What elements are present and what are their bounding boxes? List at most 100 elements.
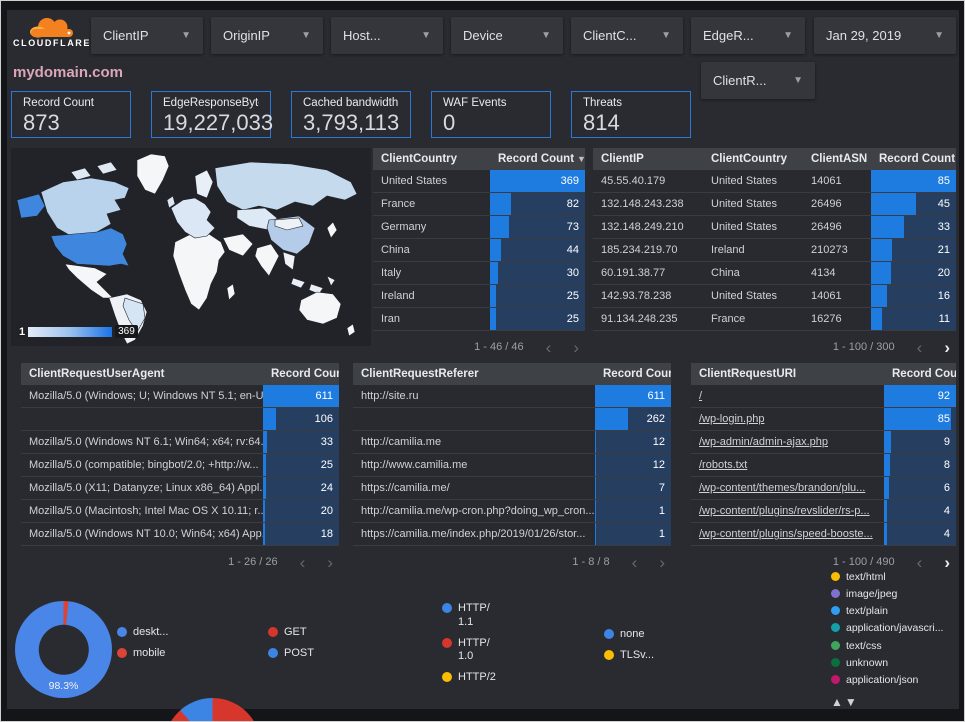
- cell-value: 6: [943, 482, 950, 494]
- prev-page-icon[interactable]: ‹: [631, 552, 638, 572]
- legend-item[interactable]: mobile: [117, 647, 168, 661]
- cell-value: 4: [943, 505, 950, 517]
- column-header[interactable]: ClientRequestUserAgent: [29, 368, 165, 380]
- legend-item[interactable]: HTTP/2: [442, 671, 496, 685]
- content-type-legend: text/html image/jpeg text/plain application…: [831, 571, 943, 709]
- bar-cell: 4: [884, 500, 956, 522]
- table-row[interactable]: Iran 25: [373, 308, 585, 331]
- column-header[interactable]: ClientASN: [811, 153, 868, 165]
- column-header[interactable]: ClientRequestURI: [699, 368, 797, 380]
- legend-item[interactable]: application/json: [831, 674, 943, 687]
- legend-item[interactable]: GET: [268, 626, 314, 640]
- filter-host[interactable]: Host... ▼: [331, 17, 443, 54]
- column-header[interactable]: Record Count▼: [879, 153, 956, 165]
- table-row[interactable]: Mozilla/5.0 (Windows NT 10.0; Win64; x64…: [21, 523, 339, 546]
- table-row[interactable]: https://camilia.me/index.php/2019/01/26/…: [353, 523, 671, 546]
- table-row[interactable]: 91.134.248.235 France 16276 11: [593, 308, 956, 331]
- column-header[interactable]: ClientCountry: [711, 153, 788, 165]
- bar-cell: 611: [263, 385, 339, 407]
- next-page-icon[interactable]: ›: [659, 552, 665, 572]
- filter-clientcountry[interactable]: ClientC... ▼: [571, 17, 683, 54]
- legend-item[interactable]: HTTP/ 1.0: [442, 637, 496, 665]
- legend-dot-icon: [831, 606, 840, 616]
- table-row[interactable]: 132.148.249.210 United States 26496 33: [593, 216, 956, 239]
- legend-item[interactable]: image/jpeg: [831, 588, 943, 601]
- next-page-icon[interactable]: ›: [327, 552, 333, 572]
- next-page-icon[interactable]: ›: [944, 337, 950, 357]
- table-row[interactable]: 106: [21, 408, 339, 431]
- next-page-icon[interactable]: ›: [573, 337, 579, 357]
- table-row[interactable]: http://camilia.me 12: [353, 431, 671, 454]
- cell-value: 18: [320, 528, 333, 540]
- table-row[interactable]: Mozilla/5.0 (X11; Datanyze; Linux x86_64…: [21, 477, 339, 500]
- table-row[interactable]: /wp-content/plugins/revslider/rs-p... 4: [691, 500, 956, 523]
- prev-page-icon[interactable]: ‹: [916, 552, 923, 572]
- table-pagination: 1 - 100 / 490 ‹ ›: [691, 550, 956, 574]
- prev-page-icon[interactable]: ‹: [299, 552, 306, 572]
- next-page-icon[interactable]: ›: [944, 552, 950, 572]
- legend-item[interactable]: HTTP/ 1.1: [442, 602, 496, 630]
- cell-text: Mozilla/5.0 (Windows; U; Windows NT 5.1;…: [29, 390, 263, 402]
- scorecard-value: 814: [583, 110, 620, 135]
- table-row[interactable]: http://camilia.me/wp-cron.php?doing_wp_c…: [353, 500, 671, 523]
- table-row[interactable]: https://camilia.me/7: [353, 477, 671, 500]
- table-header-row: ClientIP ClientCountry ClientASN Record Cou…: [593, 148, 956, 170]
- legend-scroll-arrows[interactable]: ▲▼: [831, 694, 859, 709]
- cell-text: United States: [711, 290, 778, 302]
- table-row[interactable]: 262: [353, 408, 671, 431]
- table-row[interactable]: Mozilla/5.0 (Windows; U; Windows NT 5.1;…: [21, 385, 339, 408]
- legend-item[interactable]: none: [604, 628, 654, 642]
- table-row[interactable]: Mozilla/5.0 (compatible; bingbot/2.0; +h…: [21, 454, 339, 477]
- table-row[interactable]: 185.234.219.70 Ireland 210273 21: [593, 239, 956, 262]
- table-row[interactable]: /wp-login.php 85: [691, 408, 956, 431]
- table-row[interactable]: /robots.txt 8: [691, 454, 956, 477]
- legend-item[interactable]: TLSv...: [604, 649, 654, 663]
- filter-edgeresponse[interactable]: EdgeR... ▼: [691, 17, 805, 54]
- table-row[interactable]: China 44: [373, 239, 585, 262]
- table-row[interactable]: 45.55.40.179 United States 14061 85: [593, 170, 956, 193]
- legend-label: deskt...: [133, 626, 169, 638]
- table-row[interactable]: Italy 30: [373, 262, 585, 285]
- table-row[interactable]: Mozilla/5.0 (Macintosh; Intel Mac OS X 1…: [21, 500, 339, 523]
- legend-item[interactable]: application/javascri...: [831, 622, 943, 635]
- prev-page-icon[interactable]: ‹: [545, 337, 552, 357]
- filter-originip[interactable]: OriginIP ▼: [211, 17, 323, 54]
- column-header[interactable]: Record Count▼: [271, 368, 339, 380]
- bar-cell: 12: [595, 454, 671, 476]
- date-range-picker[interactable]: Jan 29, 2019 ▼: [814, 17, 956, 54]
- legend-item[interactable]: deskt...: [117, 626, 168, 640]
- table-row[interactable]: Mozilla/5.0 (Windows NT 6.1; Win64; x64;…: [21, 431, 339, 454]
- legend-item[interactable]: unknown: [831, 657, 943, 670]
- table-row[interactable]: 142.93.78.238 United States 14061 16: [593, 285, 956, 308]
- legend-item[interactable]: POST: [268, 647, 314, 661]
- table-row[interactable]: /wp-admin/admin-ajax.php 9: [691, 431, 956, 454]
- table-row[interactable]: Germany 73: [373, 216, 585, 239]
- table-row[interactable]: /wp-content/plugins/speed-booste... 4: [691, 523, 956, 546]
- column-header[interactable]: Record Count▼: [490, 153, 585, 165]
- prev-page-icon[interactable]: ‹: [916, 337, 923, 357]
- legend-item[interactable]: text/css: [831, 640, 943, 653]
- table-row[interactable]: Ireland 25: [373, 285, 585, 308]
- table-row[interactable]: / 92: [691, 385, 956, 408]
- table-row[interactable]: /wp-content/themes/brandon/plu... 6: [691, 477, 956, 500]
- table-row[interactable]: France 82: [373, 193, 585, 216]
- legend-item[interactable]: text/plain: [831, 605, 943, 618]
- column-header[interactable]: Record Count▼: [892, 368, 956, 380]
- table-row[interactable]: http://www.camilia.me 12: [353, 454, 671, 477]
- filter-label: Host...: [343, 28, 381, 43]
- legend-item[interactable]: text/html: [831, 571, 943, 584]
- filter-device[interactable]: Device ▼: [451, 17, 563, 54]
- column-header[interactable]: ClientIP: [601, 153, 644, 165]
- http-method-donut[interactable]: 88.4%: [164, 698, 261, 721]
- table-row[interactable]: http://site.ru 611: [353, 385, 671, 408]
- device-type-donut[interactable]: 98.3%: [15, 601, 112, 698]
- filter-clientrequest[interactable]: ClientR... ▼: [701, 62, 815, 99]
- table-row[interactable]: 60.191.38.77 China 4134 20: [593, 262, 956, 285]
- table-row[interactable]: 132.148.243.238 United States 26496 45: [593, 193, 956, 216]
- column-header[interactable]: Record Count▼: [603, 368, 671, 380]
- column-header[interactable]: ClientRequestReferer: [361, 368, 479, 380]
- column-header[interactable]: ClientCountry: [381, 153, 458, 165]
- filter-clientip[interactable]: ClientIP ▼: [91, 17, 203, 54]
- table-row[interactable]: United States 369: [373, 170, 585, 193]
- world-map: 1 369: [11, 148, 371, 346]
